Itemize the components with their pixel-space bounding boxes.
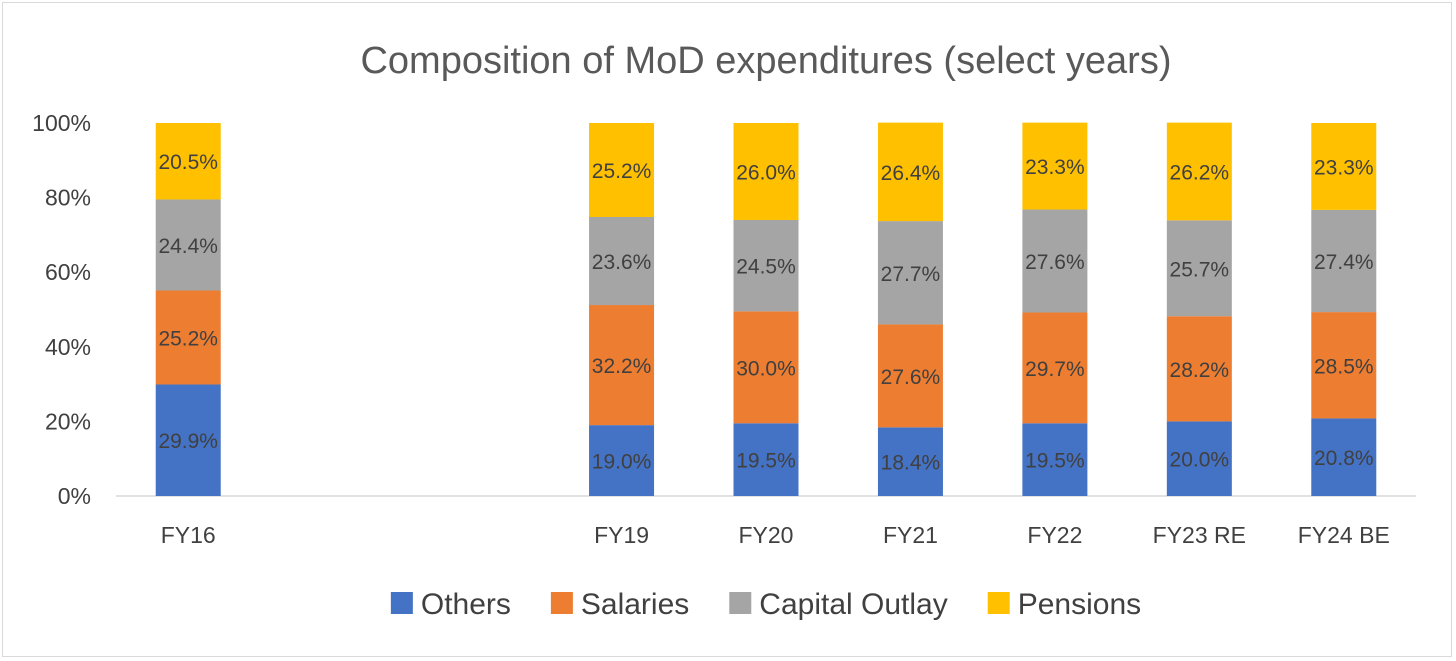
bar-segment-others [589, 425, 655, 496]
bar-segment-salaries [1166, 316, 1232, 422]
data-label: 23.3% [1314, 156, 1374, 179]
bar-segment-capital-outlay [733, 219, 799, 312]
bar-segment-pensions [1311, 123, 1377, 210]
data-label: 26.2% [1170, 161, 1230, 184]
data-label: 19.5% [1025, 450, 1085, 473]
data-label: 18.4% [881, 452, 941, 475]
bar-segment-capital-outlay [589, 216, 655, 306]
x-tick-label: FY19 [594, 522, 649, 548]
bar-segment-capital-outlay [1311, 209, 1377, 313]
bar-segment-capital-outlay [1166, 220, 1232, 317]
x-tick-label: FY23 RE [1153, 522, 1246, 548]
bar-segment-salaries [1311, 312, 1377, 419]
bar-segment-capital-outlay [877, 221, 943, 325]
y-tick-label: 60% [45, 259, 91, 285]
data-label: 24.4% [158, 235, 218, 258]
bar-segment-pensions [1166, 122, 1232, 221]
legend-swatch-salaries [550, 592, 573, 614]
data-label: 23.3% [1025, 156, 1085, 179]
bar-segment-others [733, 423, 799, 496]
bar-segment-others [1166, 421, 1232, 496]
bar-segment-others [877, 427, 943, 496]
x-tick-label: FY20 [739, 522, 794, 548]
bar-segment-capital-outlay [1022, 209, 1088, 313]
data-label: 29.9% [158, 430, 218, 453]
legend-label: Pensions [1018, 588, 1141, 621]
data-label: 20.8% [1314, 447, 1374, 470]
y-tick-label: 80% [45, 185, 91, 211]
bar-segment-others [1022, 423, 1088, 496]
legend-label: Salaries [581, 588, 689, 621]
bar-segment-others [155, 384, 221, 496]
legend-label: Capital Outlay [759, 588, 947, 621]
x-tick-label: FY16 [161, 522, 216, 548]
legend-swatch-capital-outlay [729, 592, 752, 614]
bar-segment-pensions [155, 123, 221, 200]
bar-segment-others [1311, 418, 1377, 496]
data-label: 20.0% [1170, 449, 1230, 472]
legend-label: Others [421, 588, 511, 621]
data-label: 32.2% [592, 355, 652, 378]
data-label: 27.6% [1025, 251, 1085, 274]
data-label: 19.0% [592, 451, 652, 474]
y-tick-label: 20% [45, 408, 91, 434]
x-tick-label: FY22 [1027, 522, 1082, 548]
data-label: 19.5% [736, 450, 796, 473]
data-label: 26.0% [736, 161, 796, 184]
data-label: 27.6% [881, 366, 941, 389]
data-label: 24.5% [736, 256, 796, 279]
bar-segment-pensions [733, 123, 799, 220]
data-label: 23.6% [592, 251, 652, 274]
data-label: 27.4% [1314, 251, 1374, 274]
data-label: 27.7% [881, 263, 941, 286]
bar-segment-salaries [589, 305, 655, 426]
bar-segment-pensions [589, 123, 655, 217]
bar-segment-salaries [733, 311, 799, 424]
y-tick-label: 0% [58, 483, 91, 509]
bar-segment-salaries [1022, 312, 1088, 424]
bar-segment-capital-outlay [155, 199, 221, 291]
bar-segment-salaries [155, 290, 221, 385]
stacked-bar-chart: Composition of MoD expenditures (select … [32, 40, 1416, 621]
bar-segment-pensions [877, 122, 943, 222]
data-label: 20.5% [158, 151, 218, 174]
data-label: 28.2% [1170, 359, 1230, 382]
data-label: 26.4% [881, 162, 941, 185]
data-label: 25.7% [1170, 258, 1230, 281]
data-label: 30.0% [736, 357, 796, 380]
data-label: 28.5% [1314, 355, 1374, 378]
y-tick-label: 40% [45, 334, 91, 360]
legend-swatch-pensions [987, 592, 1010, 614]
chart-title: Composition of MoD expenditures (select … [360, 40, 1171, 82]
bar-segment-pensions [1022, 122, 1088, 210]
x-tick-label: FY21 [883, 522, 938, 548]
data-label: 25.2% [592, 160, 652, 183]
bar-segment-salaries [877, 324, 943, 428]
x-tick-label: FY24 BE [1298, 522, 1390, 548]
data-label: 25.2% [158, 327, 218, 350]
y-tick-label: 100% [32, 110, 91, 136]
legend-swatch-others [390, 592, 413, 614]
data-label: 29.7% [1025, 358, 1085, 381]
